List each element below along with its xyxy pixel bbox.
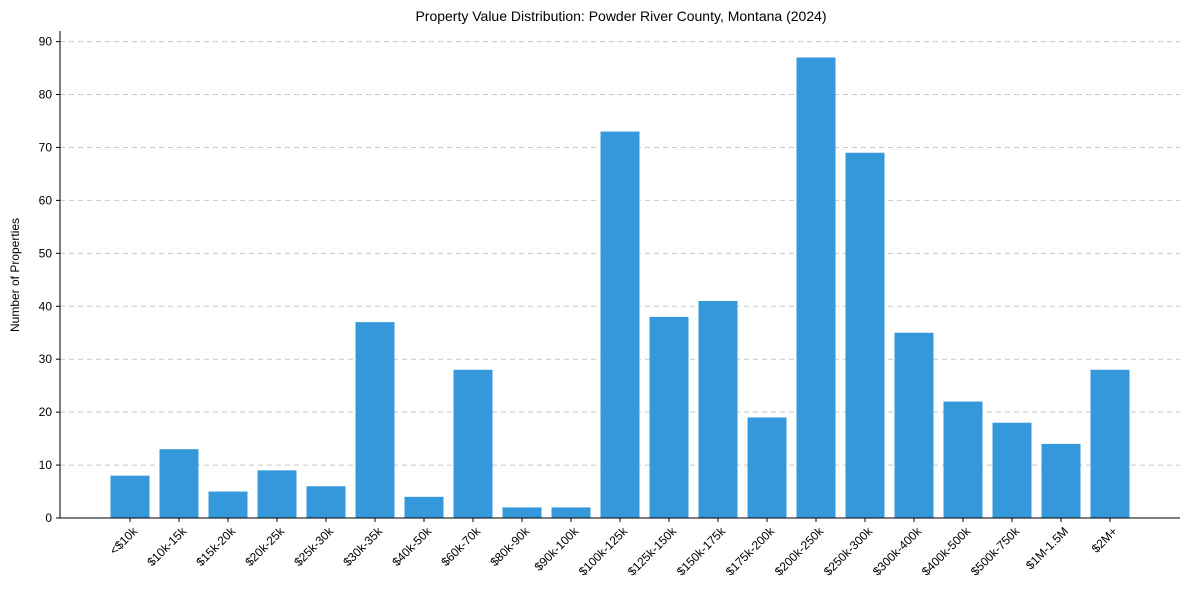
bar [502,507,542,518]
x-tick-label: $500k-750k [968,524,1023,579]
x-tick-label: $1M-1.5M [1023,524,1071,572]
bar [894,332,934,518]
x-tick-label: $250k-300k [821,524,876,579]
bar [649,316,689,518]
bar [698,300,738,518]
y-axis-label: Number of Properties [8,218,22,332]
y-tick-label: 90 [39,35,53,49]
x-tick-label: $300k-400k [870,524,925,579]
x-tick-label: $15k-20k [193,524,239,570]
x-tick-label: $150k-175k [674,524,729,579]
x-tick-label: $125k-150k [625,524,680,579]
bar [600,131,640,518]
x-tick-label: $25k-30k [291,524,337,570]
x-tick-label: $2M+ [1089,524,1120,555]
bar [1090,369,1130,518]
x-tick-label: $10k-15k [144,524,190,570]
y-tick-label: 30 [39,352,53,366]
x-tick-label: $30k-35k [340,524,386,570]
bar [796,57,836,518]
bar [355,322,395,518]
x-tick-label: $80k-90k [487,524,533,570]
y-tick-label: 20 [39,405,53,419]
x-tick-label: $90k-100k [532,524,582,574]
chart-title: Property Value Distribution: Powder Rive… [415,8,826,24]
bar [943,401,983,518]
bar [453,369,493,518]
bar [551,507,591,518]
x-tick-label: $60k-70k [438,524,484,570]
x-tick-label: <$10k [107,524,141,558]
bar [306,486,346,518]
y-ticks: 0 10 20 30 40 50 60 70 80 90 [39,35,60,525]
bar [992,422,1032,518]
bar [110,475,150,518]
y-tick-label: 70 [39,140,53,154]
bar [845,152,885,518]
x-tick-label: $175k-200k [723,524,778,579]
bar [208,491,248,518]
x-ticks: <$10k $10k-15k $15k-20k $20k-25k $25k-30k $30… [107,518,1120,578]
bar [159,449,199,518]
bar [1041,443,1081,518]
y-tick-label: 60 [39,193,53,207]
y-tick-label: 0 [45,511,52,525]
bar [404,496,444,518]
y-tick-label: 80 [39,88,53,102]
x-tick-label: $200k-250k [772,524,827,579]
bar [747,417,787,518]
y-tick-label: 10 [39,458,53,472]
x-tick-label: $40k-50k [389,524,435,570]
x-tick-label: $20k-25k [242,524,288,570]
x-tick-label: $400k-500k [919,524,974,579]
bar [257,470,297,518]
y-tick-label: 50 [39,246,53,260]
y-tick-label: 40 [39,299,53,313]
bars [110,57,1130,518]
x-tick-label: $100k-125k [576,524,631,579]
